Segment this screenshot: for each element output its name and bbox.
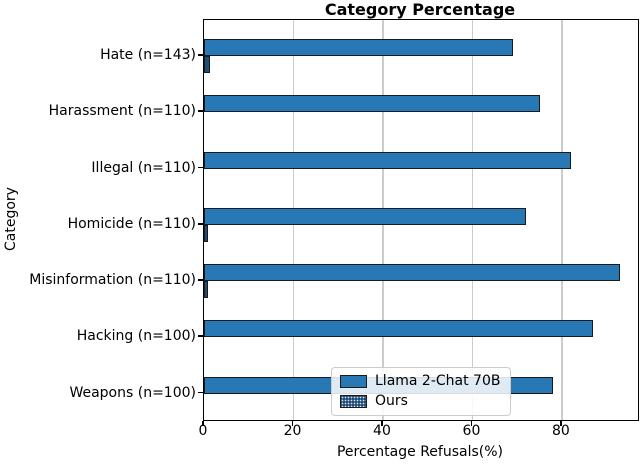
y-tick-mark bbox=[198, 279, 203, 281]
x-tick-label: 80 bbox=[552, 423, 570, 439]
x-tick-mark bbox=[202, 421, 204, 426]
category-label: Homicide (n=110) bbox=[67, 215, 196, 232]
legend-entry-ours: Ours bbox=[340, 393, 500, 409]
category-label: Weapons (n=100) bbox=[69, 384, 196, 401]
y-tick-mark bbox=[198, 222, 203, 225]
y-tick-mark bbox=[198, 166, 203, 169]
bar-llama-2-chat-70b bbox=[204, 151, 571, 169]
x-tick-label: 20 bbox=[283, 423, 302, 439]
legend-label-llama: Llama 2-Chat 70B bbox=[375, 373, 501, 389]
bar-ours bbox=[204, 281, 209, 298]
bar-ours bbox=[204, 224, 209, 242]
x-tick-mark bbox=[470, 421, 473, 426]
y-tick-mark bbox=[198, 335, 203, 338]
y-tick-mark bbox=[198, 110, 203, 113]
gridline-x80 bbox=[561, 20, 563, 420]
bar-llama-2-chat-70b bbox=[204, 95, 540, 113]
chart-title: Category Percentage bbox=[324, 0, 516, 19]
legend-swatch-llama bbox=[340, 374, 367, 388]
x-tick-label: 40 bbox=[373, 423, 391, 439]
x-axis-label: Percentage Refusals(%) bbox=[336, 444, 503, 460]
y-tick-mark bbox=[198, 391, 203, 394]
legend-entry-llama: Llama 2-Chat 70B bbox=[340, 373, 500, 389]
bar-ours bbox=[204, 56, 211, 73]
x-tick-mark bbox=[291, 421, 294, 426]
x-tick-mark bbox=[560, 421, 562, 426]
x-tick-label: 60 bbox=[462, 423, 481, 439]
category-label: Misinformation (n=110) bbox=[29, 272, 196, 288]
category-label: Hate (n=143) bbox=[100, 47, 196, 63]
bar-llama-2-chat-70b bbox=[204, 264, 621, 281]
category-label: Hacking (n=100) bbox=[76, 328, 196, 345]
category-label: Illegal (n=110) bbox=[91, 159, 196, 176]
legend-label-ours: Ours bbox=[375, 393, 408, 409]
x-tick-mark bbox=[381, 421, 383, 426]
y-tick-mark bbox=[198, 54, 203, 56]
bar-llama-2-chat-70b bbox=[204, 39, 513, 56]
plot-area: Llama 2-Chat 70B Ours bbox=[203, 19, 639, 421]
x-tick-label: 0 bbox=[198, 423, 208, 439]
bar-llama-2-chat-70b bbox=[204, 207, 527, 225]
legend: Llama 2-Chat 70B Ours bbox=[331, 367, 512, 416]
bar-llama-2-chat-70b bbox=[204, 320, 594, 338]
category-label: Harassment (n=110) bbox=[48, 103, 196, 120]
legend-swatch-ours bbox=[340, 394, 367, 408]
